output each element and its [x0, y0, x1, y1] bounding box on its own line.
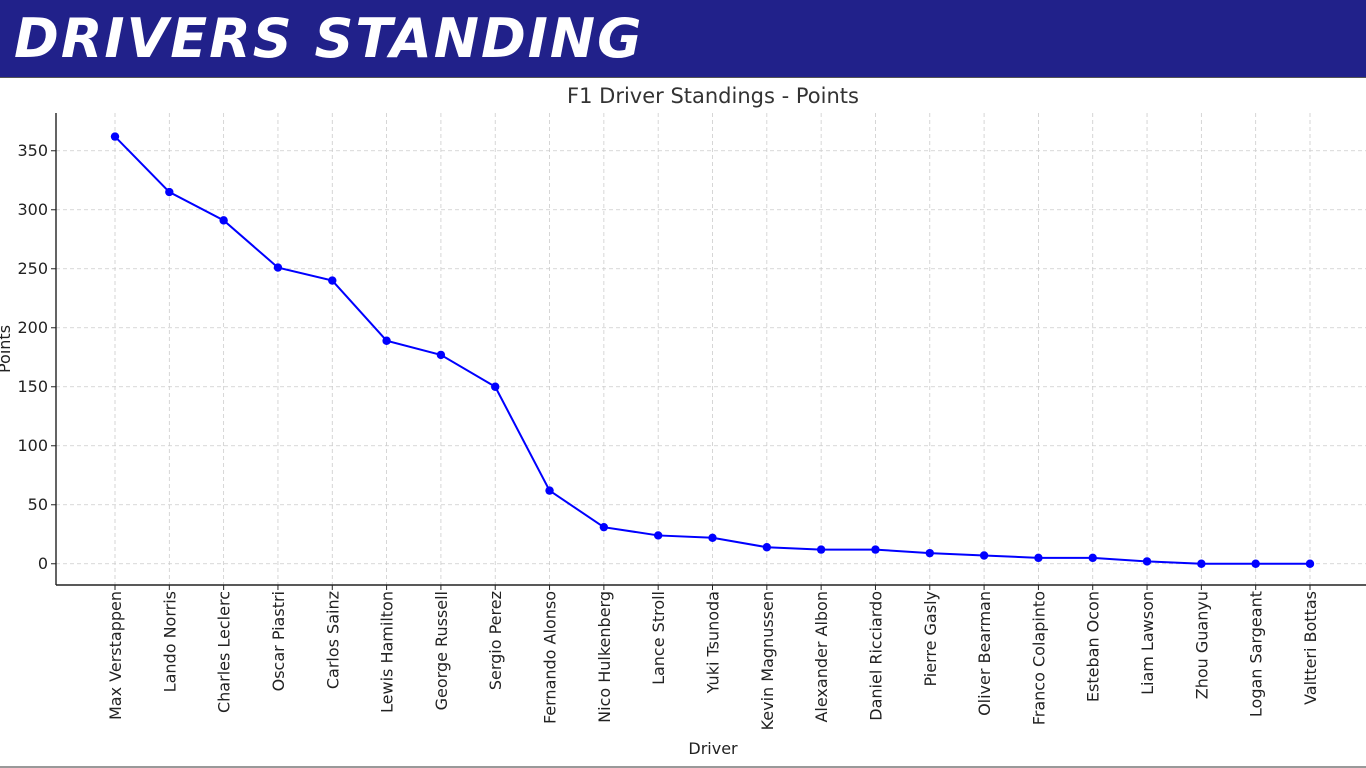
- data-point: [545, 486, 554, 495]
- data-point: [219, 216, 228, 225]
- x-tick-label: Sergio Perez: [486, 591, 505, 690]
- x-tick-label: Max Verstappen: [106, 591, 125, 720]
- x-tick-label: Liam Lawson: [1138, 591, 1157, 695]
- points-line-chart: F1 Driver Standings - Points 0 50 100 150 20…: [0, 84, 1366, 758]
- data-point: [328, 276, 337, 285]
- axes: [55, 113, 1366, 586]
- y-tick-label: 350: [17, 141, 48, 160]
- x-tick-label: Pierre Gasly: [921, 591, 940, 687]
- x-tick-label: Charles Leclerc: [215, 591, 234, 713]
- x-tick-label: Esteban Ocon: [1084, 591, 1103, 702]
- data-point: [1034, 553, 1043, 563]
- data-point: [273, 263, 283, 272]
- data-point: [1088, 553, 1097, 563]
- bottom-divider: [0, 766, 1366, 768]
- data-point: [110, 132, 120, 141]
- data-point: [165, 187, 174, 197]
- x-tick-label: Lewis Hamilton: [378, 591, 397, 713]
- series-points: [110, 132, 1315, 568]
- x-tick-label: Franco Colapinto: [1029, 591, 1048, 725]
- x-tick-label: Valtteri Bottas: [1301, 591, 1320, 705]
- data-point: [1305, 559, 1315, 568]
- x-tick-label: Yuki Tsunoda: [704, 591, 723, 694]
- chart-title: F1 Driver Standings - Points: [567, 84, 859, 108]
- data-point: [708, 533, 717, 542]
- x-tick-label: Oliver Bearman: [975, 591, 994, 716]
- data-point: [653, 531, 663, 540]
- x-tick-label: Daniel Ricciardo: [866, 591, 885, 721]
- grid: [56, 113, 1366, 585]
- data-point: [816, 545, 826, 554]
- header-bar: Drivers Standing: [0, 0, 1366, 78]
- x-tick-label: Kevin Magnussen: [758, 591, 777, 730]
- x-tick-label: Lando Norris: [160, 591, 179, 692]
- x-tick-label: Logan Sargeant: [1247, 591, 1266, 717]
- data-point: [382, 336, 391, 345]
- x-tick-label: Lance Stroll: [649, 591, 668, 685]
- x-tick-label: Oscar Piastri: [269, 591, 288, 691]
- data-point: [1197, 559, 1206, 568]
- x-axis-ticks: Max Verstappen Lando Norris Charles Lecler…: [106, 585, 1320, 730]
- y-tick-label: 200: [17, 318, 48, 337]
- y-axis-label: Points: [0, 325, 14, 373]
- x-tick-label: Nico Hulkenberg: [595, 591, 614, 723]
- data-point: [491, 382, 500, 391]
- data-point: [1251, 559, 1260, 568]
- data-point: [1142, 557, 1152, 566]
- x-tick-label: Carlos Sainz: [323, 591, 342, 689]
- page-title: Drivers Standing: [14, 7, 644, 70]
- y-tick-label: 250: [17, 259, 48, 278]
- data-point: [925, 548, 934, 558]
- x-axis-label: Driver: [688, 739, 738, 758]
- x-tick-label: Alexander Albon: [812, 591, 831, 723]
- y-tick-label: 0: [38, 554, 48, 573]
- y-tick-label: 50: [28, 495, 48, 514]
- y-tick-label: 150: [17, 377, 48, 396]
- x-tick-label: Zhou Guanyu: [1192, 591, 1211, 699]
- data-point: [599, 522, 609, 532]
- data-point: [979, 551, 989, 560]
- x-tick-label: Fernando Alonso: [541, 591, 560, 724]
- data-point: [762, 543, 772, 552]
- x-tick-label: George Russell: [432, 591, 451, 710]
- y-tick-label: 100: [17, 436, 48, 455]
- data-point: [436, 350, 446, 360]
- y-axis-ticks: 0 50 100 150 200 250 300 350: [17, 141, 56, 573]
- y-tick-label: 300: [17, 200, 48, 219]
- data-point: [871, 545, 880, 554]
